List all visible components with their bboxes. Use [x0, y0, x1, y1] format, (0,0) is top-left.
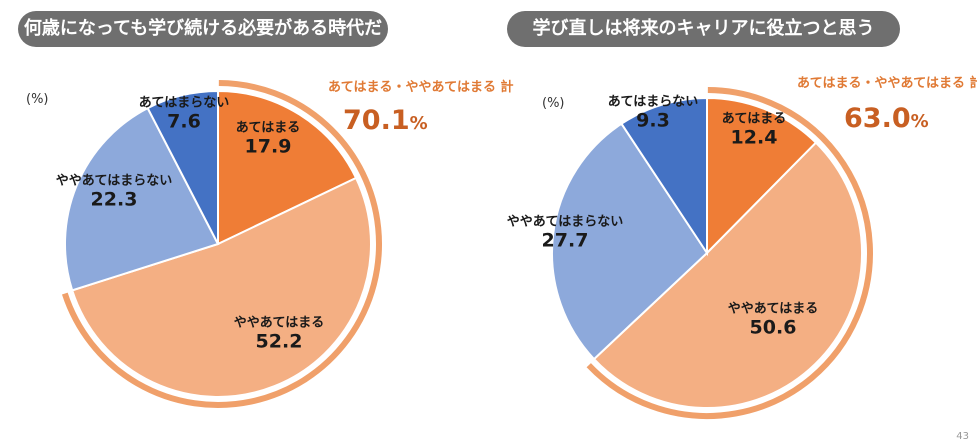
chart-title: 学び直しは将来のキャリアに役立つと思う: [507, 11, 900, 47]
slice-yaya-atehamaru: [70, 176, 372, 398]
total-value-unit: %: [910, 111, 929, 132]
slice-atehamaru: [217, 89, 358, 246]
slice-value-label: 12.4: [730, 126, 778, 149]
slice-label: あてはまる 17.9: [236, 117, 300, 158]
slice-value-label: 27.7: [541, 229, 589, 252]
slice-yaya-atehamaranai: [64, 106, 220, 292]
page-number: 43: [956, 431, 969, 442]
slice-category-label: あてはまらない: [138, 95, 230, 111]
chart-panel-1: 何歳になっても学び続ける必要がある時代だ (%) あてはまる・ややあてはまる 計…: [0, 0, 514, 444]
total-label: あてはまる・ややあてはまる 計: [797, 76, 977, 91]
slice-value-label: 52.2: [255, 330, 303, 353]
total-highlight-arc: [586, 87, 873, 419]
chart-title: 何歳になっても学び続ける必要がある時代だ: [18, 11, 388, 47]
slice-category-label: あてはまる: [235, 120, 301, 136]
total-value-unit: %: [409, 113, 428, 134]
pie-chart: [61, 80, 382, 408]
slice-value-label: 50.6: [749, 316, 797, 339]
pie-chart: [551, 87, 873, 419]
slice-category-label: ややあてはまらない: [506, 214, 624, 230]
slice-category-label: ややあてはまる: [233, 315, 325, 331]
slice-category-label: あてはまらない: [607, 94, 699, 110]
slice-value-label: 22.3: [90, 188, 138, 211]
slice-atehamaru: [706, 96, 818, 256]
slice-category-label: あてはまる: [721, 111, 787, 127]
total-highlight-arc: [61, 80, 382, 408]
slice-category-label: ややあてはまらない: [55, 173, 173, 189]
slice-label: あてはまらない 9.3: [608, 91, 698, 132]
slice-label: ややあてはまる 50.6: [728, 298, 818, 339]
total-value: 70.1%: [343, 105, 428, 136]
slice-yaya-atehamaranai: [551, 122, 709, 361]
slice-value-label: 17.9: [244, 135, 292, 158]
total-value: 63.0%: [844, 103, 929, 134]
total-label: あてはまる・ややあてはまる 計: [328, 80, 514, 95]
slice-value-label: 7.6: [167, 110, 201, 133]
slice-yaya-atehamaru: [592, 141, 864, 410]
slice-label: ややあてはまらない 27.7: [507, 211, 623, 252]
unit-label: (%): [542, 96, 565, 111]
total-value-number: 63.0: [844, 103, 911, 134]
slice-atehamaranai: [620, 96, 708, 257]
slice-atehamaranai: [146, 89, 219, 245]
slice-label: あてはまる 12.4: [722, 108, 786, 149]
total-value-number: 70.1: [343, 105, 410, 136]
unit-label: (%): [26, 92, 49, 107]
slice-value-label: 9.3: [636, 109, 670, 132]
slice-label: ややあてはまらない 22.3: [56, 170, 172, 211]
chart-panel-2: 学び直しは将来のキャリアに役立つと思う (%) あてはまる・ややあてはまる 計 …: [489, 0, 977, 444]
slice-category-label: ややあてはまる: [727, 301, 819, 317]
slice-label: ややあてはまる 52.2: [234, 312, 324, 353]
slice-label: あてはまらない 7.6: [139, 92, 229, 133]
